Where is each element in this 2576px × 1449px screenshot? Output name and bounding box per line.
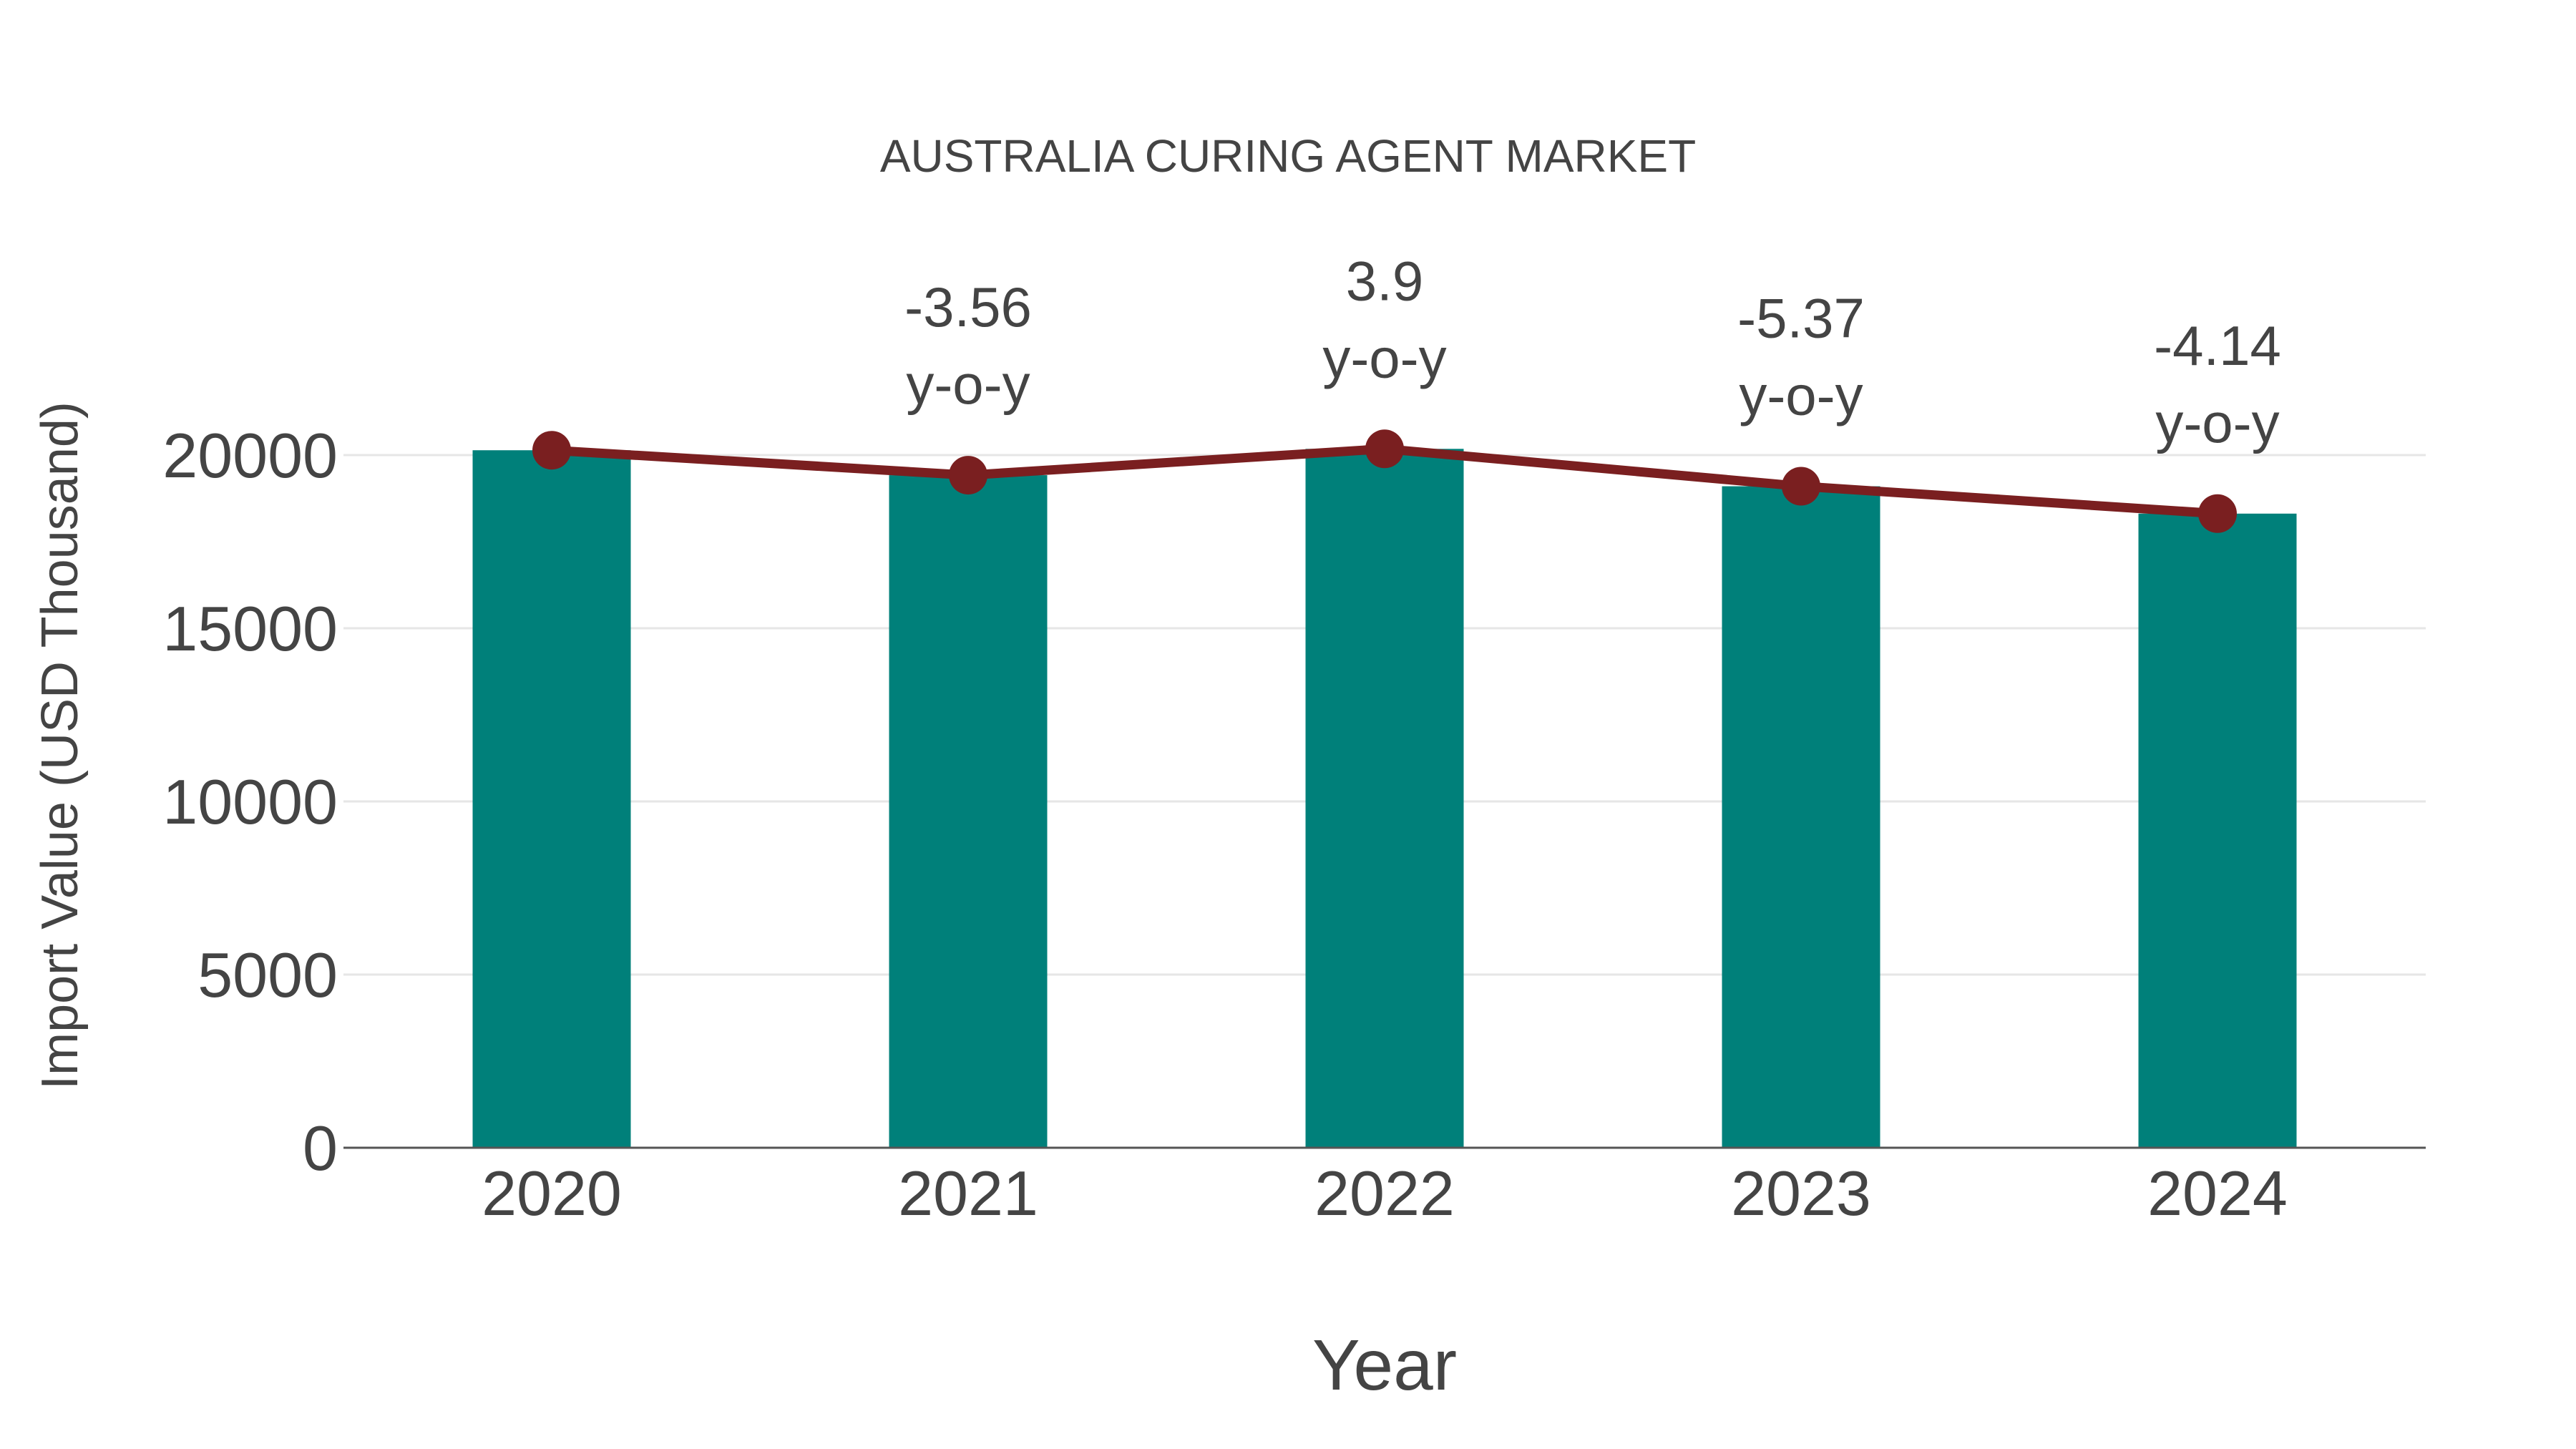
bar-2021[interactable] xyxy=(889,475,1048,1148)
x-tick-label: 2024 xyxy=(2147,1158,2288,1229)
bar-2022[interactable] xyxy=(1305,449,1464,1148)
yoy-annotations: -3.56 y-o-y 3.9 y-o-y -5.37 y-o-y -4.14 y-o-y xyxy=(904,249,2281,454)
y-tick-label: 0 xyxy=(303,1113,338,1184)
x-tick-label: 2021 xyxy=(898,1158,1038,1229)
bar-2020[interactable] xyxy=(472,450,631,1148)
x-tick-label: 2022 xyxy=(1314,1158,1455,1229)
yoy-label: y-o-y xyxy=(906,353,1030,416)
yoy-value: -4.14 xyxy=(2154,314,2281,377)
bars xyxy=(472,449,2297,1148)
bar-2023[interactable] xyxy=(1722,486,1880,1148)
yoy-label: y-o-y xyxy=(2155,391,2279,454)
y-tick-label: 10000 xyxy=(162,766,338,837)
x-axis-title: Year xyxy=(1312,1325,1457,1405)
line-marker-2021[interactable] xyxy=(949,456,987,495)
y-tick-label: 5000 xyxy=(197,940,338,1010)
yoy-label: y-o-y xyxy=(1322,326,1446,389)
line-series xyxy=(532,429,2237,533)
chart-title: AUSTRALIA CURING AGENT MARKET xyxy=(880,130,1696,182)
bar-2024[interactable] xyxy=(2138,513,2297,1148)
line-marker-2023[interactable] xyxy=(1782,467,1820,506)
line-marker-2020[interactable] xyxy=(532,431,571,470)
yoy-label: y-o-y xyxy=(1739,364,1863,427)
yoy-value: -3.56 xyxy=(904,275,1032,338)
y-tick-label: 15000 xyxy=(162,593,338,664)
x-tick-label: 2020 xyxy=(482,1158,622,1229)
line-marker-2022[interactable] xyxy=(1365,429,1404,469)
line-marker-2024[interactable] xyxy=(2198,494,2237,533)
x-axis-ticks: 2020 2021 2022 2023 2024 xyxy=(482,1158,2288,1229)
y-tick-label: 20000 xyxy=(162,420,338,491)
yoy-value: -5.37 xyxy=(1737,287,1865,350)
x-tick-label: 2023 xyxy=(1731,1158,1871,1229)
y-axis-ticks: 0 5000 10000 15000 20000 xyxy=(162,420,338,1184)
yoy-value: 3.9 xyxy=(1346,249,1423,312)
y-axis-title: Import Value (USD Thousand) xyxy=(31,401,89,1090)
